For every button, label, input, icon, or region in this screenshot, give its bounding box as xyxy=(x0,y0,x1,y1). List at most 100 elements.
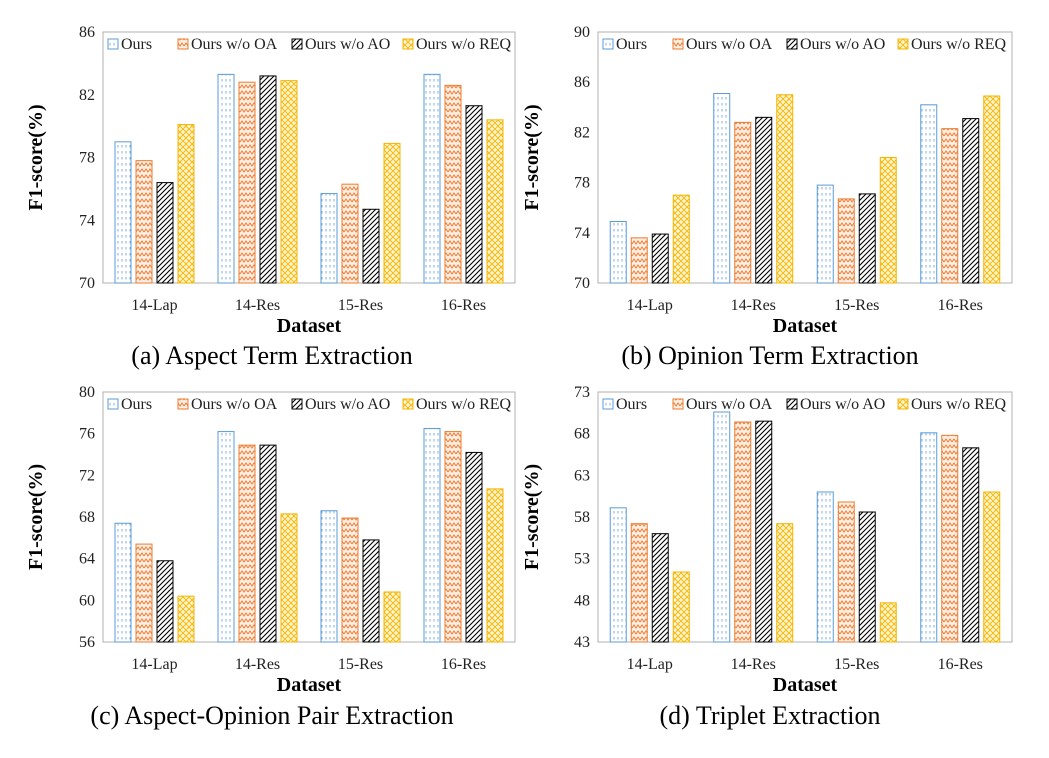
y-tick-label: 78 xyxy=(79,150,95,167)
bar-ours xyxy=(609,221,627,284)
legend-swatch xyxy=(402,398,414,410)
bar-ours-w-o-req xyxy=(983,491,1001,643)
legend-swatch xyxy=(602,398,614,410)
bar-ours-w-o-oa xyxy=(734,421,752,643)
y-tick-label: 74 xyxy=(79,212,95,229)
panel-caption: (a) Aspect Term Extraction xyxy=(131,341,412,370)
y-tick-label: 53 xyxy=(574,551,590,568)
legend-label: Ours w/o OA xyxy=(686,396,773,413)
legend-label: Ours w/o REQ xyxy=(911,396,1007,413)
bar-ours-w-o-ao xyxy=(858,511,876,643)
y-tick-label: 80 xyxy=(79,384,95,401)
bar-ours-w-o-oa xyxy=(238,444,256,643)
legend-label: Ours w/o OA xyxy=(191,36,278,53)
panel-caption: (c) Aspect-Opinion Pair Extraction xyxy=(90,701,453,730)
bar-ours xyxy=(114,141,132,284)
y-axis-label: F1-score(%) xyxy=(25,464,47,570)
y-tick-label: 68 xyxy=(574,426,590,443)
bar-ours xyxy=(423,427,441,643)
legend-swatch xyxy=(786,38,798,50)
legend-swatch xyxy=(291,398,303,410)
legend-swatch xyxy=(602,38,614,50)
y-axis-label: F1-score(%) xyxy=(521,464,543,570)
x-axis-label: Dataset xyxy=(277,674,342,696)
bar-ours xyxy=(816,184,834,284)
bar-ours-w-o-req xyxy=(776,523,794,643)
legend-swatch xyxy=(177,38,189,50)
bar-ours-w-o-ao xyxy=(651,533,669,643)
x-tick-label: 14-Res xyxy=(731,656,776,673)
legend-label: Ours xyxy=(121,36,152,53)
bar-ours xyxy=(609,507,627,643)
bar-ours-w-o-ao xyxy=(259,444,277,643)
x-axis-label: Dataset xyxy=(773,315,838,337)
bar-ours-w-o-ao xyxy=(362,539,380,643)
bar-ours xyxy=(713,411,731,643)
legend: Ours Ours w/o OA Ours w/o AO Ours w/o REQ xyxy=(107,36,512,53)
legend-swatch xyxy=(786,398,798,410)
x-tick-label: 14-Res xyxy=(235,297,280,314)
bar-ours-w-o-ao xyxy=(858,193,876,284)
bar-ours-w-o-ao xyxy=(362,208,380,284)
x-tick-label: 15-Res xyxy=(338,297,383,314)
y-axis-label: F1-score(%) xyxy=(521,104,543,210)
y-tick-label: 64 xyxy=(79,551,95,568)
x-tick-label: 14-Res xyxy=(731,297,776,314)
y-tick-label: 68 xyxy=(79,509,95,526)
x-tick-label: 15-Res xyxy=(338,656,383,673)
legend-swatch xyxy=(291,38,303,50)
bar-ours-w-o-req xyxy=(879,157,897,284)
bar-ours-w-o-req xyxy=(177,124,195,284)
legend-label: Ours w/o REQ xyxy=(416,36,512,53)
y-tick-label: 76 xyxy=(79,426,95,443)
chart-panel-2: 70 74 78 82 86 90 14-Lap 14-Res 15-Res 16-Res Data… xyxy=(521,24,1013,370)
bar-ours-w-o-oa xyxy=(837,198,855,284)
bar-ours xyxy=(920,104,938,284)
legend-label: Ours xyxy=(121,396,152,413)
y-tick-label: 56 xyxy=(79,634,95,651)
bar-ours-w-o-ao xyxy=(755,420,773,643)
legend-label: Ours xyxy=(616,396,647,413)
bar-ours xyxy=(920,432,938,643)
bar-ours-w-o-req xyxy=(879,602,897,643)
legend-label: Ours xyxy=(616,36,647,53)
bar-ours-w-o-oa xyxy=(630,523,648,643)
y-tick-label: 82 xyxy=(574,124,590,141)
y-axis-label: F1-score(%) xyxy=(25,104,47,210)
y-tick-label: 63 xyxy=(574,467,590,484)
y-tick-label: 74 xyxy=(574,225,590,242)
x-axis-label: Dataset xyxy=(277,315,342,337)
bar-ours xyxy=(320,193,338,284)
bar-ours-w-o-req xyxy=(280,80,298,284)
y-tick-label: 73 xyxy=(574,384,590,401)
x-tick-label: 14-Lap xyxy=(627,656,673,673)
x-tick-label: 14-Lap xyxy=(131,656,177,673)
x-tick-label: 14-Lap xyxy=(131,297,177,314)
bar-ours-w-o-oa xyxy=(135,543,153,643)
bar-ours-w-o-req xyxy=(983,95,1001,284)
plot-frame xyxy=(597,31,1013,284)
legend: Ours Ours w/o OA Ours w/o AO Ours w/o REQ xyxy=(107,396,512,413)
legend-swatch xyxy=(897,38,909,50)
legend-label: Ours w/o OA xyxy=(191,396,278,413)
y-tick-label: 86 xyxy=(79,24,95,41)
bar-ours-w-o-ao xyxy=(755,116,773,284)
bar-ours-w-o-oa xyxy=(444,84,462,284)
bar-ours-w-o-req xyxy=(280,513,298,643)
legend-label: Ours w/o AO xyxy=(305,396,390,413)
x-tick-label: 16-Res xyxy=(441,656,486,673)
y-tick-label: 70 xyxy=(574,275,590,292)
legend-swatch xyxy=(177,398,189,410)
x-tick-label: 16-Res xyxy=(441,297,486,314)
plot-frame xyxy=(102,31,516,284)
legend-label: Ours w/o AO xyxy=(800,36,885,53)
bar-ours-w-o-oa xyxy=(135,160,153,284)
bar-ours xyxy=(320,510,338,643)
bar-ours xyxy=(217,73,235,284)
chart-panel-4: 43 48 53 58 63 68 73 14-Lap 14-Res 15-Res 16-Res Da… xyxy=(521,384,1013,730)
bar-ours-w-o-oa xyxy=(734,121,752,284)
legend-swatch xyxy=(672,38,684,50)
legend-label: Ours w/o REQ xyxy=(416,396,512,413)
y-tick-label: 48 xyxy=(574,592,590,609)
y-tick-label: 90 xyxy=(574,24,590,41)
